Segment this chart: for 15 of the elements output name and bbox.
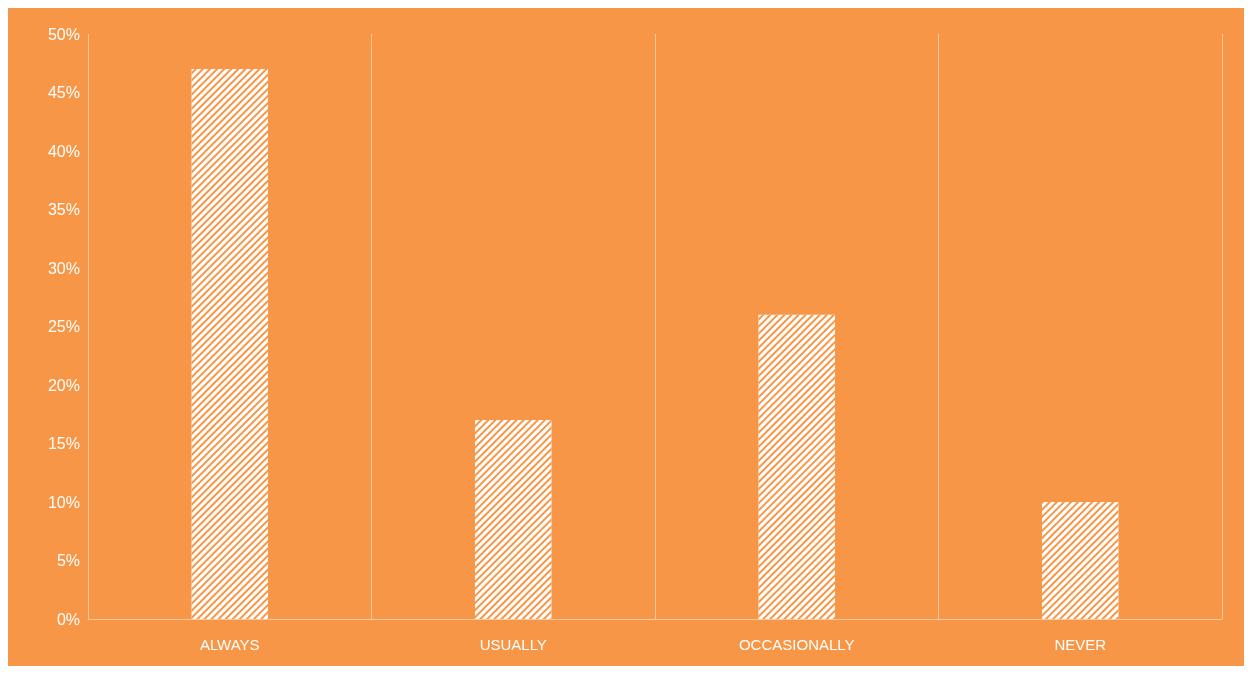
x-tick-label: OCCASIONALLY (738, 636, 855, 653)
y-tick-label: 5% (56, 552, 80, 569)
y-tick-label: 10% (47, 493, 80, 511)
x-tick-label: ALWAYS (199, 636, 260, 653)
y-tick-label: 40% (47, 142, 80, 160)
x-tick-label: USUALLY (479, 636, 547, 653)
y-tick-label: 20% (47, 376, 80, 394)
x-tick-label: NEVER (1054, 636, 1107, 653)
y-tick-label: 25% (47, 318, 80, 335)
y-tick-label: 35% (47, 201, 80, 218)
y-tick-label: 0% (56, 610, 80, 628)
y-tick-label: 50% (47, 25, 80, 43)
y-tick-label: 45% (47, 84, 80, 101)
y-tick-label: 30% (47, 259, 80, 277)
y-tick-label: 15% (47, 435, 80, 452)
